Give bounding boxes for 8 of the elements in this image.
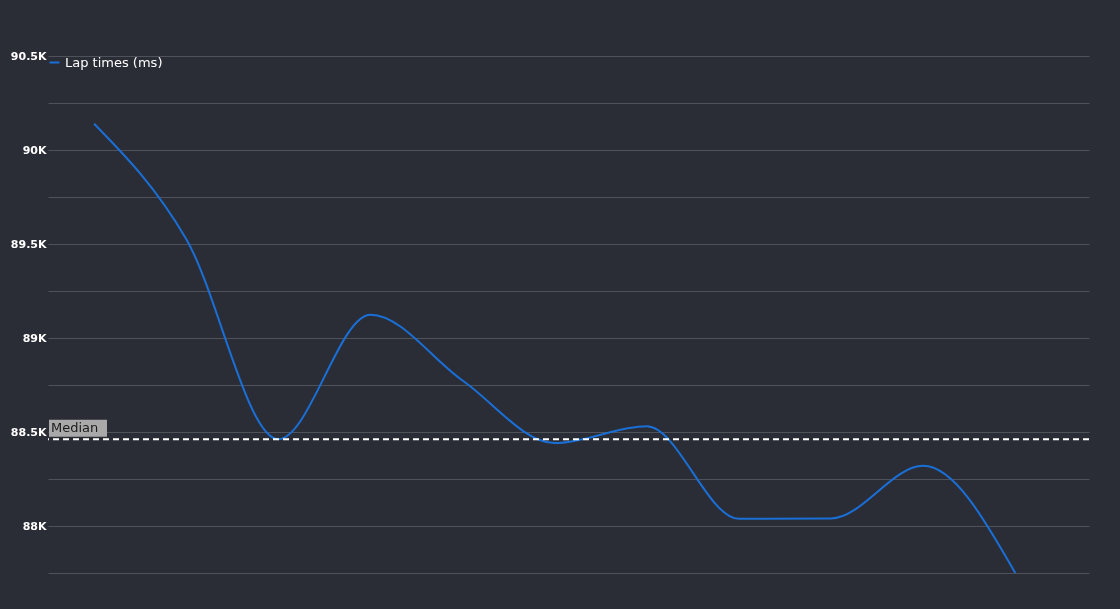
y-tick-label: 89.5K [10, 237, 47, 251]
y-tick-label: 88K [22, 519, 47, 533]
y-tick-label: 90.5K [10, 49, 47, 63]
legend-label: Lap times (ms) [65, 54, 163, 70]
ref-line-label: Median [51, 420, 99, 436]
y-tick-label: 88.5K [10, 425, 47, 439]
y-tick-label: 89K [22, 331, 47, 345]
y-tick-label: 90K [22, 143, 47, 157]
